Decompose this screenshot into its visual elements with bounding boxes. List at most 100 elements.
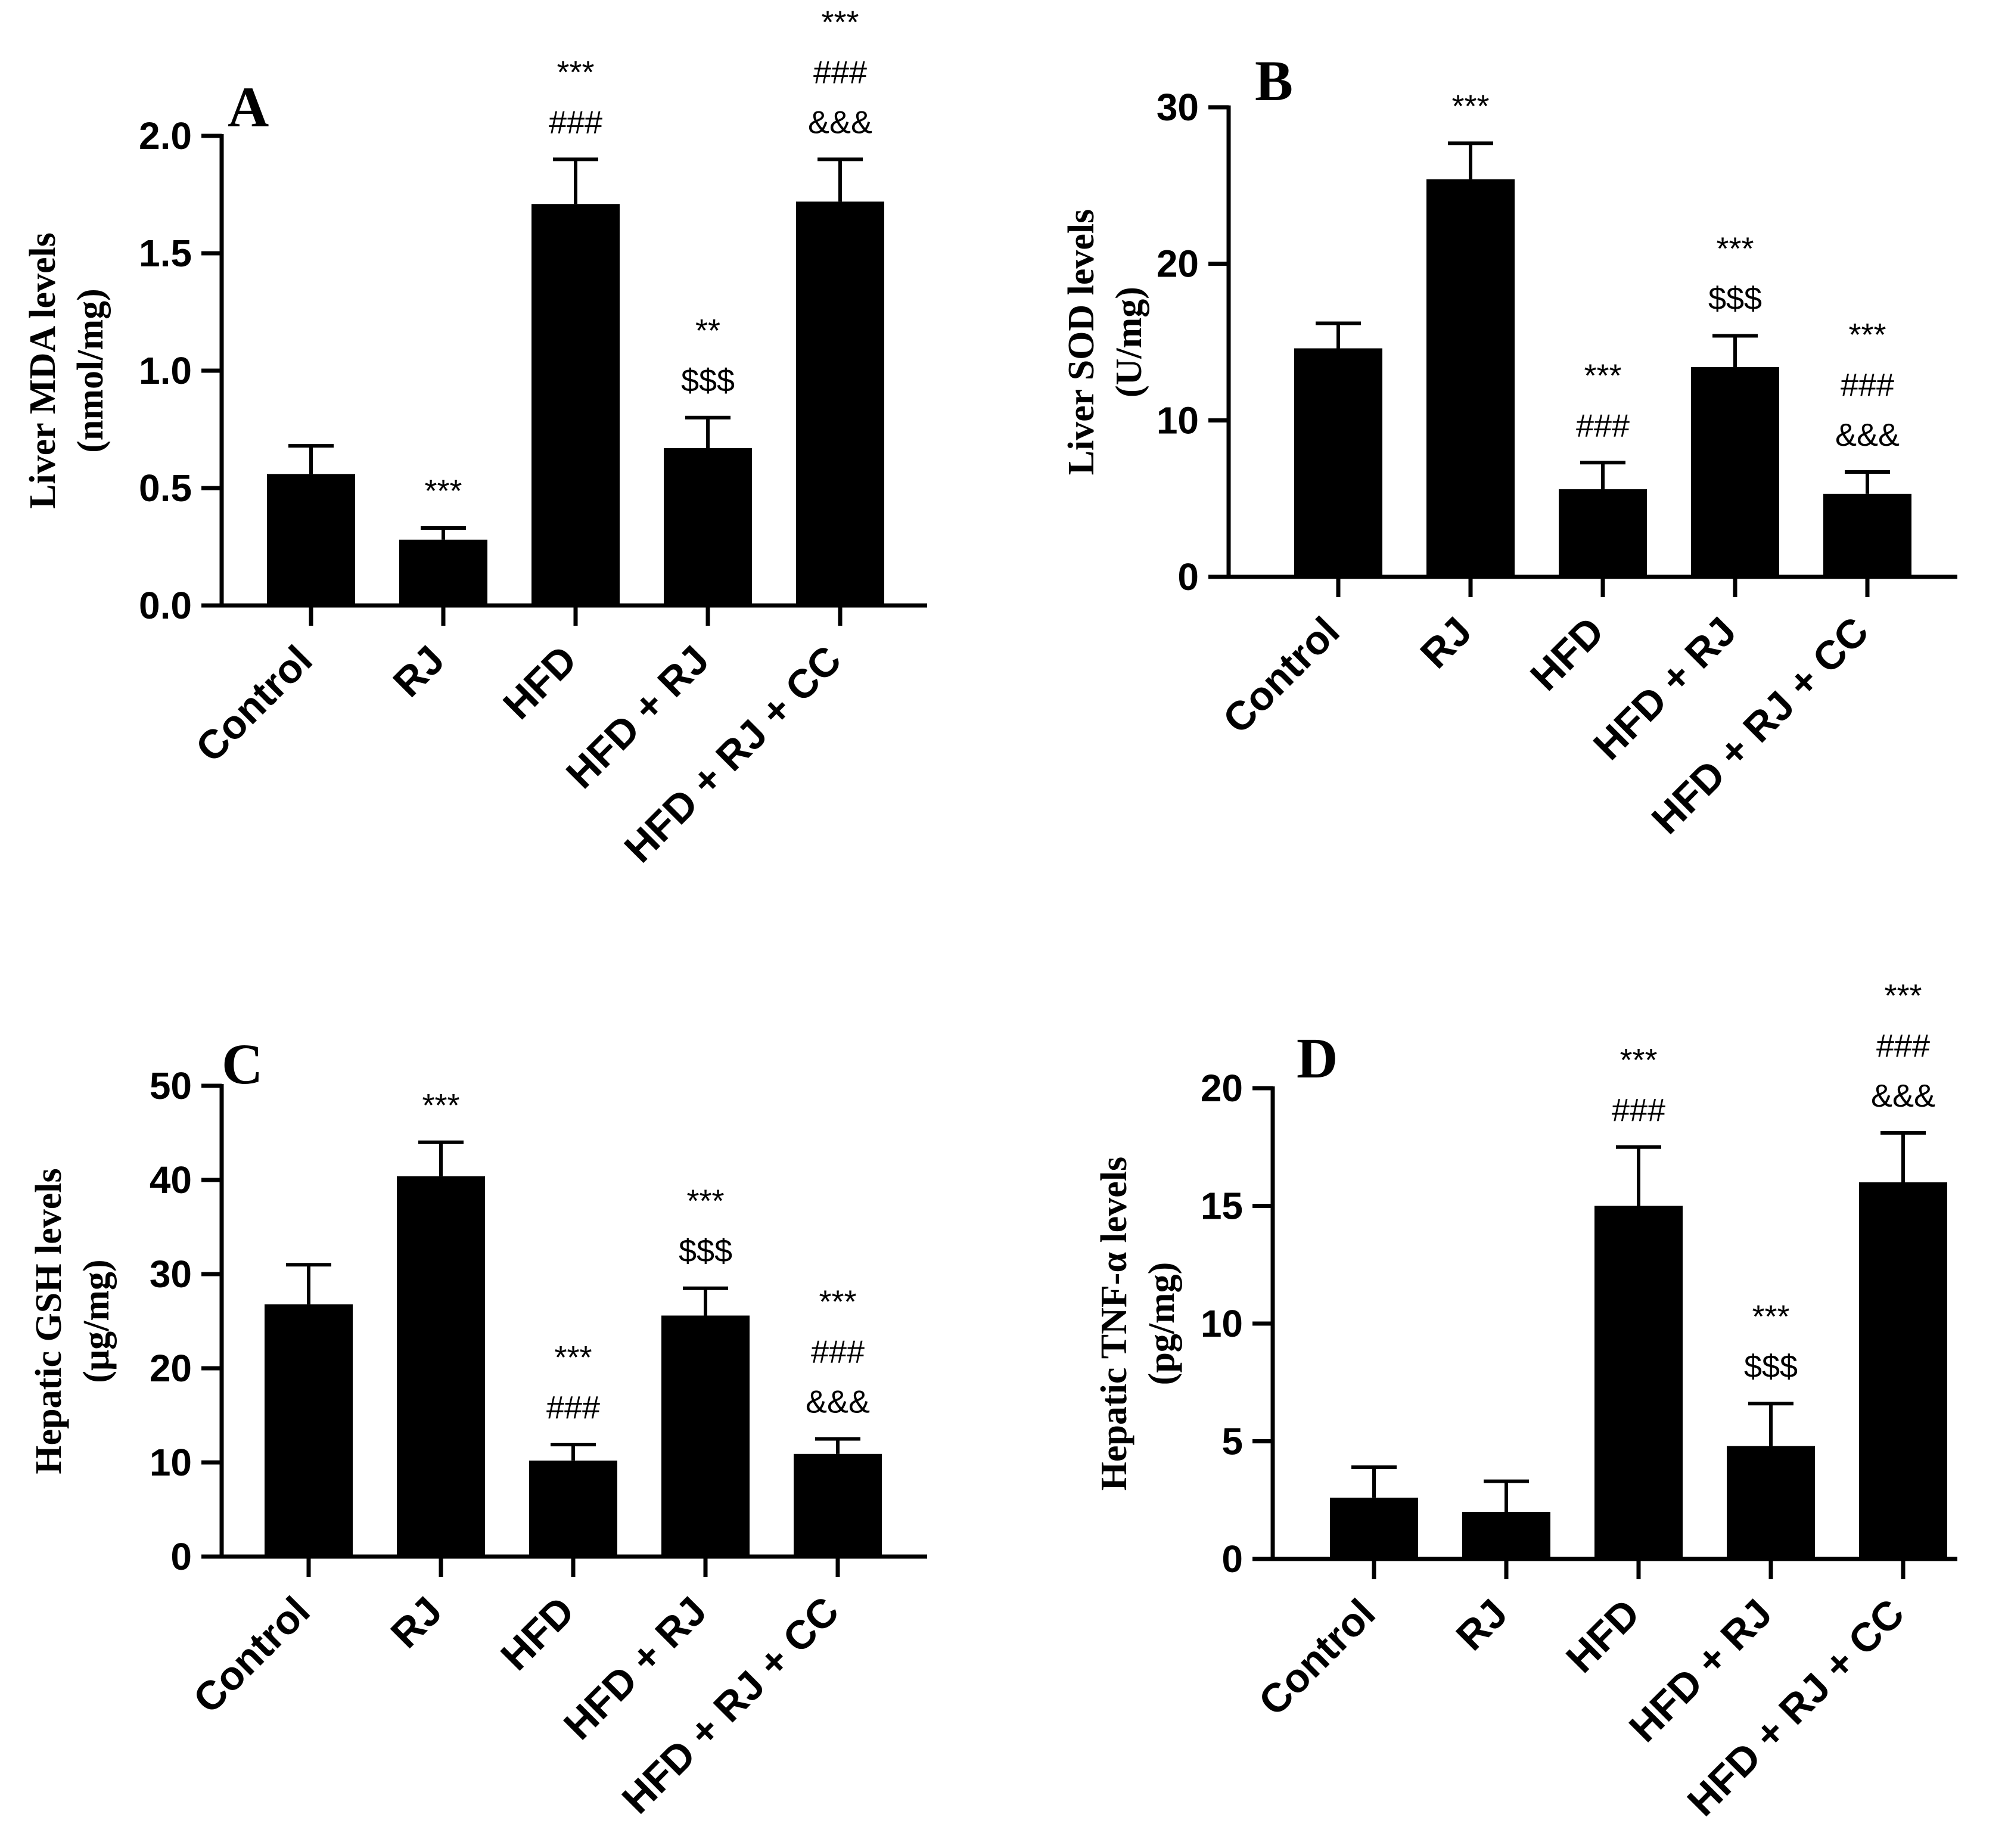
category-label: RJ [384,637,453,706]
y-axis-label: (U/mg) [1109,287,1149,397]
significance-label: ### [549,104,602,140]
significance-label: ### [813,54,867,90]
significance-label: *** [557,54,594,90]
significance-label: &&& [1835,417,1900,453]
category-label: RJ [382,1588,450,1657]
significance-label: $$$ [681,363,735,399]
y-axis-label: (μg/mg) [76,1259,117,1383]
category-label: RJ [1447,1591,1516,1659]
y-tick-label: 0.0 [139,584,192,627]
y-tick-label: 1.5 [139,232,192,275]
y-tick-label: 0.5 [139,467,192,510]
category-label: HFD [1558,1591,1649,1682]
bar [531,204,620,605]
bar [1727,1446,1815,1559]
bar [397,1176,485,1557]
significance-label: *** [1752,1299,1789,1334]
bar [267,474,355,605]
y-tick-label: 20 [1157,243,1199,285]
panel-letter: A [228,75,269,139]
panel-c: C Hepatic GSH levels (μg/mg) 0 10 20 30 40 50 Con… [29,1032,927,1822]
y-axis-label: Liver SOD levels [1061,209,1102,476]
significance-label: ** [695,313,720,349]
significance-label: $$$ [679,1234,732,1269]
significance-label: *** [1884,978,1922,1014]
bar [796,201,884,605]
category-label: HFD [492,1588,583,1679]
category-label: HFD [1522,608,1613,700]
y-tick-label: 0 [1221,1538,1243,1580]
significance-label: *** [1584,358,1621,393]
significance-label: *** [422,1088,459,1123]
y-tick-label: 20 [150,1347,192,1390]
y-tick-label: 10 [1201,1302,1243,1345]
category-label: HFD [495,637,586,728]
y-axis-label: (pg/mg) [1142,1262,1182,1386]
y-tick-label: 1.0 [139,349,192,392]
y-axis-label: Hepatic TNF-α levels [1094,1157,1134,1490]
bar [1594,1206,1683,1559]
panel-d: D Hepatic TNF-α levels (pg/mg) 0 5 10 15 20 Cont… [1094,978,1957,1825]
bar [1330,1498,1418,1559]
y-axis-label: Hepatic GSH levels [29,1168,69,1474]
y-axis-label: Liver MDA levels [23,232,63,509]
significance-label: ### [1876,1028,1930,1064]
significance-label: &&& [1871,1078,1935,1114]
category-label: Control [187,637,321,771]
bar [661,1315,750,1557]
bar [529,1460,617,1557]
significance-label: *** [1848,317,1886,353]
y-tick-label: 10 [1157,399,1199,442]
y-axis-label: (nmol/mg) [70,288,111,453]
category-label: Control [1250,1591,1384,1725]
panel-letter: C [222,1032,263,1096]
category-label: RJ [1412,608,1480,677]
category-label: Control [1214,608,1348,743]
significance-label: &&& [808,104,872,140]
significance-label: &&& [806,1384,870,1420]
bar [265,1304,353,1557]
significance-label: *** [1716,231,1754,266]
panel-letter: D [1297,1026,1338,1090]
bar [1859,1182,1947,1559]
panel-b: B Liver SOD levels (U/mg) 0 10 20 30 Control ***… [1061,49,1957,843]
y-tick-label: 10 [150,1441,192,1484]
bar [794,1453,882,1557]
significance-label: ### [546,1390,600,1425]
y-tick-label: 20 [1201,1067,1243,1110]
y-tick-label: 0 [170,1535,192,1578]
bar [664,448,752,605]
significance-label: *** [819,1284,856,1320]
bar [1691,367,1779,577]
y-tick-label: 50 [150,1064,192,1107]
significance-label: ### [811,1334,865,1370]
y-tick-label: 0 [1177,555,1199,598]
category-label: Control [185,1588,319,1722]
panel-letter: B [1255,49,1293,113]
panel-a: A Liver MDA levels (nmol/mg) 0.0 0.5 1.0 1.5 2.… [23,4,927,871]
y-tick-label: 30 [1157,86,1199,129]
bar [1559,489,1647,577]
y-tick-label: 15 [1201,1185,1243,1228]
significance-label: *** [686,1184,724,1219]
significance-label: $$$ [1708,281,1762,316]
significance-label: ### [1612,1092,1665,1128]
significance-label: *** [821,4,859,40]
bar [1294,348,1382,577]
y-tick-label: 2.0 [139,114,192,157]
significance-label: $$$ [1744,1349,1798,1384]
y-tick-label: 40 [150,1159,192,1201]
significance-label: *** [1451,88,1489,124]
significance-label: *** [424,473,462,509]
bar [1823,493,1911,577]
significance-label: ### [1576,408,1630,443]
bar [1426,179,1515,577]
bar [399,539,487,605]
significance-label: ### [1841,367,1894,403]
bar [1462,1512,1550,1559]
y-tick-label: 5 [1221,1420,1243,1463]
significance-label: *** [1620,1042,1657,1078]
y-tick-label: 30 [150,1253,192,1296]
significance-label: *** [554,1340,592,1375]
